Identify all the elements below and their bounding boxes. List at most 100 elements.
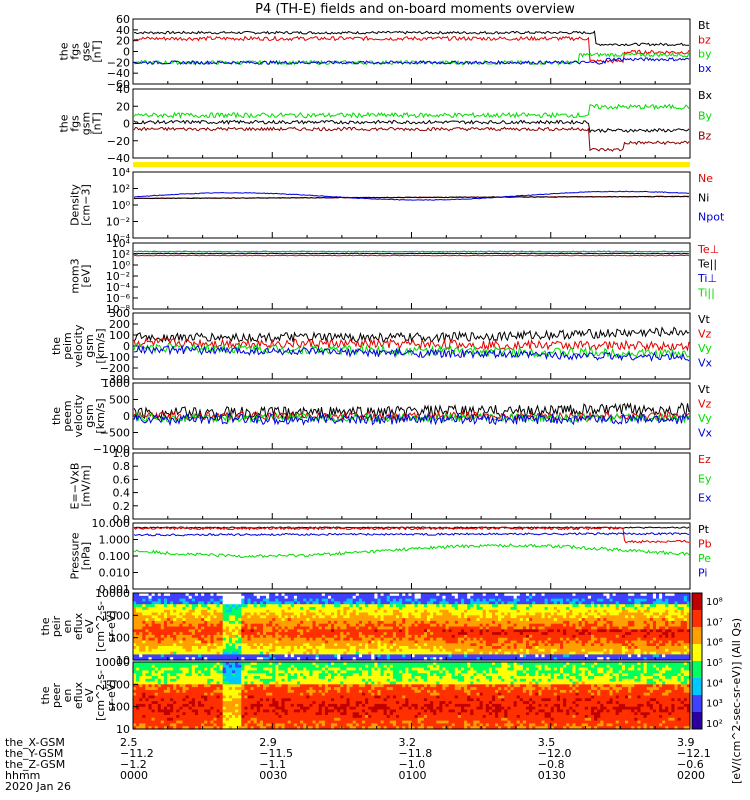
y-tick-label: 200 [109, 318, 130, 331]
colorbar-tick-label: 10² [706, 719, 723, 730]
y-tick-label: 10 [116, 723, 130, 736]
y-axis-label: en [61, 620, 74, 634]
x-row-value: −0.8 [538, 758, 565, 771]
colorbar-tick-label: 10⁶ [706, 638, 723, 649]
series-line-npot [133, 190, 690, 201]
y-tick-label: 1000 [102, 678, 130, 691]
y-tick-label: −20 [107, 135, 130, 148]
y-tick-label: 20 [116, 100, 130, 113]
colorbar-tick-label: 10⁷ [706, 617, 723, 628]
legend-by: by [698, 48, 712, 61]
y-axis-label: [nT] [91, 112, 104, 134]
y-tick-label: 0 [123, 410, 130, 423]
y-tick-label: 10⁻⁴ [106, 232, 131, 245]
y-axis-label: the [39, 686, 52, 704]
series-line-by [133, 52, 690, 66]
series-line-vy [133, 342, 690, 359]
panel-3: 10⁴ 10² 10⁰ 10⁻² 10⁻⁴ Density[cm−3] Ne Ni Npot [69, 166, 725, 245]
series-line-pb [133, 526, 690, 544]
y-axis-label: gse [80, 42, 93, 62]
legend-bz: Bz [698, 130, 712, 143]
legend-bz: bz [698, 33, 711, 46]
y-tick-label: 10⁻⁴ [106, 281, 131, 294]
legend-vz: Vz [698, 328, 712, 341]
legend-ni: Ni [698, 191, 709, 204]
legend-ez: Ez [698, 453, 711, 466]
legend-bt: Bt [698, 19, 711, 32]
y-axis-label: Pressure [69, 532, 82, 579]
legend-bx: Bx [698, 89, 713, 102]
x-row-value: −0.6 [677, 758, 704, 771]
legend-vy: Vy [698, 412, 712, 425]
x-row-value: −12.1 [677, 747, 711, 760]
y-tick-label: 10⁻⁸ [106, 303, 131, 316]
series-line-vx [133, 412, 690, 427]
x-row-value: −12.0 [538, 747, 572, 760]
y-tick-label: 10⁻² [106, 270, 130, 283]
y-tick-label: −60 [107, 78, 130, 91]
series-line-te [133, 254, 690, 257]
y-tick-label: 10² [112, 183, 130, 196]
y-tick-label: −40 [107, 67, 130, 80]
series-line-vt [133, 326, 690, 344]
y-tick-label: 0.4 [113, 487, 131, 500]
y-axis-label: E=−VxB [69, 463, 82, 510]
y-axis-label: eflux [72, 681, 85, 709]
legend-te: Te⊥ [697, 243, 719, 256]
y-tick-label: 100 [109, 632, 130, 645]
y-tick-label: −300 [100, 373, 130, 386]
y-tick-label: 300 [109, 307, 130, 320]
legend-npot: Npot [698, 211, 725, 224]
panel-frame [132, 171, 691, 239]
y-axis-label: [nT] [91, 40, 104, 62]
y-tick-label: 10⁻⁶ [106, 292, 131, 305]
y-tick-label: 40 [116, 83, 130, 96]
y-tick-label: 10⁰ [112, 259, 131, 272]
y-tick-label: 0.0 [113, 513, 131, 526]
y-axis-label: the [50, 337, 63, 355]
y-axis-label: peer [50, 683, 63, 709]
series-line-vz [133, 337, 690, 352]
colorbar-label: [eV/(cm^2-sec-sr-eV)] (All Qs) [730, 618, 743, 784]
y-axis-label: [cm^2-s- [94, 601, 107, 652]
heatmap-cells [133, 662, 691, 730]
series-line-pe [133, 543, 690, 559]
y-axis-label: fgs [69, 115, 82, 132]
y-tick-label: −20 [107, 56, 130, 69]
y-axis-label: [cm^2-s- [94, 670, 107, 721]
series-line-te [133, 252, 690, 255]
y-axis-label: eflux [72, 612, 85, 640]
y-axis-label: [km/s] [94, 398, 107, 433]
y-tick-label: 10⁻² [106, 216, 130, 229]
y-tick-label: 0.100 [99, 550, 131, 563]
y-axis-label: the [58, 114, 71, 132]
x-row-value: −11.8 [399, 747, 433, 760]
status-bar [133, 162, 690, 167]
y-tick-label: 0 [123, 340, 130, 353]
x-row-value: −1.2 [120, 758, 147, 771]
panel-10: 10000100010010thepeerenefluxeV[cm^2-s-sr… [39, 592, 743, 784]
y-axis-label: [nPa] [80, 542, 93, 570]
legend-ex: Ex [698, 492, 712, 505]
figure-title: P4 (TH-E) fields and on-board moments ov… [255, 2, 575, 17]
y-axis-label: gsm [80, 112, 93, 135]
y-tick-label: 0.6 [113, 473, 131, 486]
legend-bx: bx [698, 62, 712, 75]
y-tick-label: 100 [109, 701, 130, 714]
y-tick-label: 1.0 [113, 447, 131, 460]
legend-vz: Vz [698, 398, 712, 411]
x-row-label: the_X-GSM [5, 736, 65, 749]
y-tick-label: 1000 [102, 609, 130, 622]
y-axis-label: peem [61, 400, 74, 431]
series-line-bz [133, 35, 690, 64]
y-tick-label: 10⁴ [112, 166, 131, 179]
y-axis-label: [eV] [80, 265, 93, 288]
legend-ne: Ne [698, 172, 713, 185]
x-row-value: 3.5 [538, 736, 556, 749]
series-line-bx [133, 119, 690, 134]
y-tick-label: −1000 [93, 443, 130, 456]
